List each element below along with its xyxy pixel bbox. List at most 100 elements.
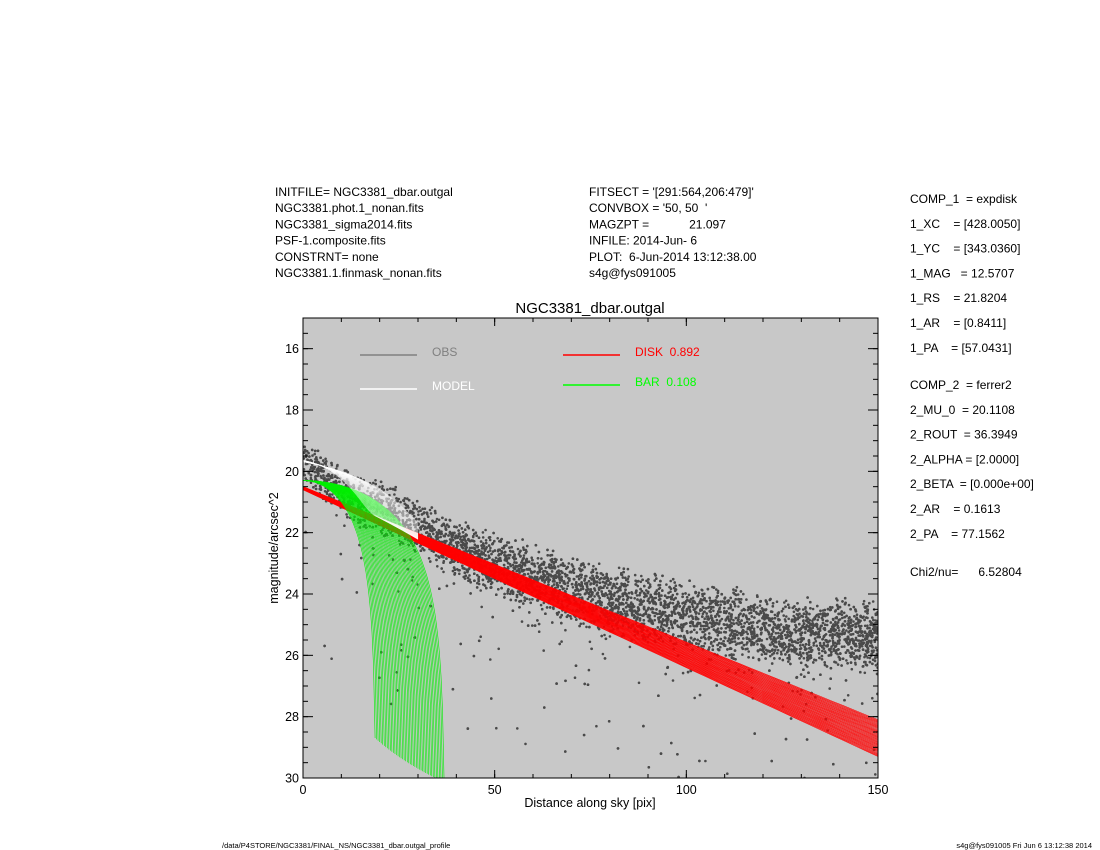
- obs-point: [480, 547, 484, 550]
- obs-point: [427, 522, 431, 526]
- header-line: INITFILE= NGC3381_dbar.outgal: [275, 185, 453, 199]
- obs-point: [728, 612, 731, 615]
- obs-point: [476, 573, 479, 577]
- obs-point: [554, 560, 557, 564]
- obs-point: [486, 550, 490, 554]
- obs-point: [682, 612, 685, 616]
- obs-point: [772, 651, 776, 655]
- obs-point: [497, 588, 500, 591]
- obs-point: [489, 546, 492, 550]
- obs-point: [774, 631, 778, 635]
- obs-point: [551, 549, 555, 553]
- obs-point: [864, 663, 868, 666]
- obs-point: [649, 593, 652, 597]
- obs-point: [750, 643, 753, 647]
- obs-point: [579, 564, 583, 567]
- obs-point: [550, 585, 554, 588]
- obs-point: [737, 616, 740, 619]
- obs-point: [857, 624, 861, 628]
- obs-point: [812, 644, 815, 647]
- obs-point: [657, 587, 661, 591]
- obs-point: [314, 474, 318, 478]
- obs-point: [756, 643, 759, 646]
- obs-point: [841, 616, 844, 620]
- obs-point: [672, 633, 675, 636]
- obs-point: [716, 591, 720, 594]
- obs-point: [693, 624, 696, 628]
- obs-point: [864, 610, 867, 613]
- obs-point: [765, 637, 769, 641]
- obs-point: [418, 506, 421, 509]
- obs-point: [310, 448, 314, 452]
- obs-point: [785, 645, 788, 648]
- obs-point: [558, 642, 561, 646]
- obs-point: [720, 642, 723, 645]
- obs-point: [452, 566, 456, 569]
- obs-point: [531, 624, 534, 627]
- obs-point: [593, 587, 596, 590]
- obs-point: [551, 621, 554, 624]
- obs-point: [574, 589, 577, 592]
- obs-point: [583, 577, 587, 581]
- obs-point: [688, 804, 691, 807]
- obs-point: [508, 549, 512, 553]
- obs-point: [789, 717, 793, 720]
- obs-point: [859, 627, 862, 630]
- obs-point: [647, 597, 650, 600]
- obs-point: [614, 606, 617, 610]
- obs-point: [511, 592, 515, 595]
- obs-point: [626, 577, 630, 581]
- obs-point: [479, 589, 483, 592]
- obs-point: [626, 567, 630, 571]
- obs-point: [585, 625, 588, 629]
- obs-point: [736, 593, 740, 596]
- obs-point: [726, 772, 729, 775]
- obs-point: [871, 696, 874, 700]
- obs-point: [599, 572, 602, 575]
- obs-point: [681, 595, 684, 599]
- obs-point: [339, 552, 343, 556]
- obs-point: [840, 610, 843, 613]
- obs-point: [636, 612, 639, 616]
- obs-point: [874, 773, 877, 776]
- obs-point: [819, 612, 822, 616]
- obs-point: [381, 484, 384, 488]
- obs-point: [741, 653, 744, 656]
- obs-point: [468, 574, 471, 577]
- obs-point: [582, 622, 585, 625]
- obs-point: [627, 591, 631, 595]
- obs-point: [769, 643, 772, 647]
- obs-point: [773, 649, 777, 652]
- obs-point: [406, 497, 409, 500]
- obs-point: [705, 599, 708, 603]
- obs-point: [497, 647, 501, 651]
- obs-point: [680, 623, 683, 626]
- obs-point: [672, 605, 676, 609]
- obs-point: [580, 576, 583, 579]
- obs-point: [718, 622, 721, 625]
- obs-point: [729, 603, 732, 606]
- param-line: 1_MAG = 12.5707: [910, 266, 1015, 280]
- obs-point: [473, 579, 476, 582]
- obs-point: [603, 584, 606, 588]
- obs-point: [782, 614, 785, 617]
- obs-point: [866, 656, 869, 659]
- obs-point: [745, 630, 748, 634]
- obs-point: [719, 600, 722, 603]
- obs-point: [847, 641, 851, 645]
- obs-point: [875, 672, 878, 676]
- obs-point: [792, 614, 795, 618]
- obs-point: [552, 583, 556, 586]
- obs-point: [647, 766, 651, 769]
- obs-point: [439, 535, 443, 539]
- header-left-block: INITFILE= NGC3381_dbar.outgalNGC3381.pho…: [275, 185, 453, 280]
- obs-point: [560, 640, 563, 643]
- obs-point: [577, 592, 580, 596]
- obs-point: [467, 526, 471, 530]
- obs-point: [564, 567, 568, 571]
- obs-point: [588, 640, 592, 644]
- obs-point: [415, 507, 419, 511]
- obs-point: [708, 632, 711, 635]
- obs-point: [854, 663, 857, 666]
- header-line: CONVBOX = '50, 50 ': [589, 201, 707, 215]
